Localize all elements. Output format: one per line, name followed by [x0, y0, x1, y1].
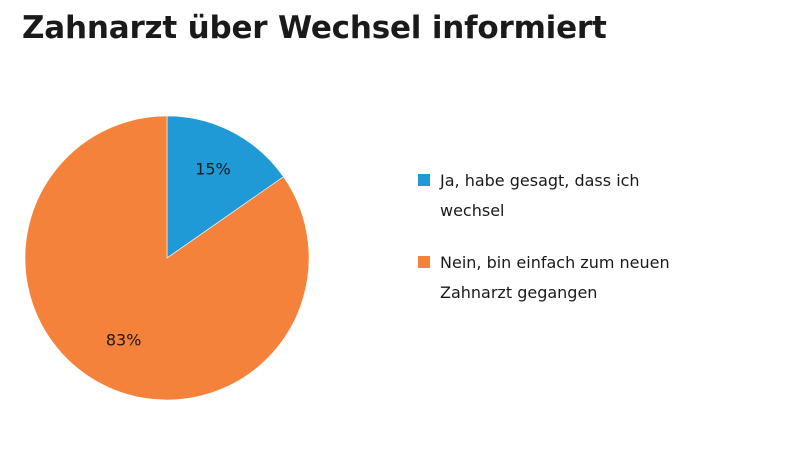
pie-slices: [24, 115, 310, 401]
legend-label-1: Ja, habe gesagt, dass ich wechsel: [440, 171, 640, 220]
legend-swatch-1: [418, 174, 430, 186]
legend-item-2: Nein, bin einfach zum neuen Zahnarzt geg…: [418, 248, 748, 308]
legend-swatch-2: [418, 256, 430, 268]
pie-slice-2: [24, 115, 310, 401]
chart-title: Zahnarzt über Wechsel informiert: [22, 10, 607, 46]
pie-slice-1: [166, 115, 284, 259]
legend-item-1: Ja, habe gesagt, dass ich wechsel: [418, 166, 748, 226]
legend-label-2: Nein, bin einfach zum neuen Zahnarzt geg…: [440, 253, 670, 302]
data-label-1: 15%: [195, 159, 231, 178]
data-label-2: 83%: [106, 331, 142, 350]
legend: Ja, habe gesagt, dass ich wechsel Nein, b…: [418, 166, 748, 330]
pie-data-labels: 15% 83%: [106, 159, 231, 349]
